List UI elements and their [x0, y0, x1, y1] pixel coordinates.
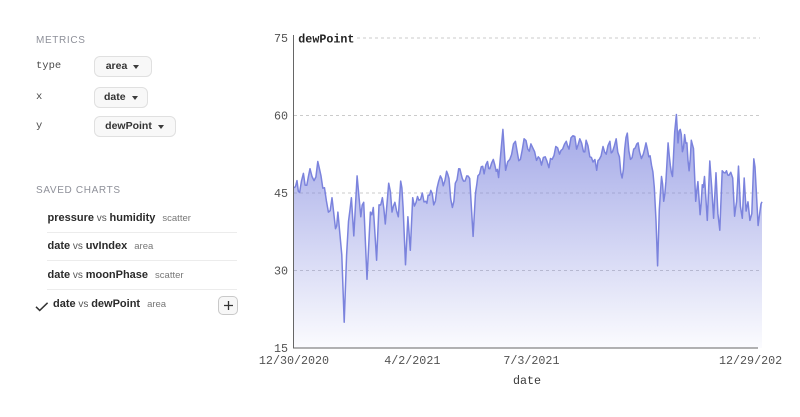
svg-text:45: 45: [274, 187, 288, 201]
svg-text:60: 60: [274, 110, 288, 124]
svg-text:date: date: [513, 374, 541, 388]
svg-text:15: 15: [274, 342, 288, 356]
svg-text:4/2/2021: 4/2/2021: [384, 354, 440, 368]
svg-text:75: 75: [274, 32, 288, 46]
svg-text:30: 30: [274, 265, 288, 279]
svg-text:12/29/202: 12/29/202: [719, 354, 782, 368]
svg-text:dewPoint: dewPoint: [298, 32, 354, 46]
svg-text:12/30/2020: 12/30/2020: [259, 354, 329, 368]
svg-text:7/3/2021: 7/3/2021: [503, 354, 559, 368]
